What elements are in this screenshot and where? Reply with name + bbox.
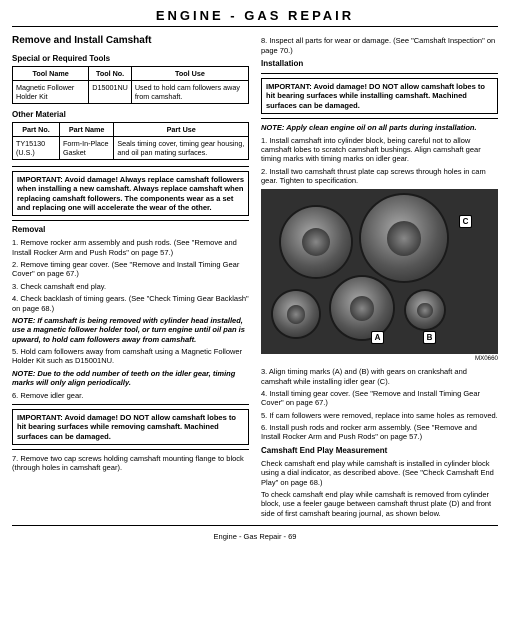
gear-icon <box>331 277 393 339</box>
endplay-heading: Camshaft End Play Measurement <box>261 446 498 456</box>
gear-icon <box>273 291 319 337</box>
step-text: 8. Inspect all parts for wear or damage.… <box>261 36 498 55</box>
step-text: 6. Remove idler gear. <box>12 391 249 400</box>
step-text: 1. Remove rocker arm assembly and push r… <box>12 238 249 257</box>
callout-label: C <box>459 215 472 228</box>
callout-label: A <box>371 331 384 344</box>
cell: TY15130 (U.S.) <box>13 136 60 159</box>
divider <box>261 73 498 74</box>
step-text: 4. Install timing gear cover. (See "Remo… <box>261 389 498 408</box>
divider <box>12 404 249 405</box>
step-text: 3. Align timing marks (A) and (B) with g… <box>261 367 498 386</box>
left-column: Remove and Install Camshaft Special or R… <box>12 33 249 521</box>
tools-table: Tool Name Tool No. Tool Use Magnetic Fol… <box>12 66 249 104</box>
col-header: Part Use <box>114 122 249 136</box>
step-text: 5. If cam followers were removed, replac… <box>261 411 498 420</box>
table-row: TY15130 (U.S.) Form-In-Place Gasket Seal… <box>13 136 249 159</box>
cell: Seals timing cover, timing gear housing,… <box>114 136 249 159</box>
divider <box>12 449 249 450</box>
col-header: Part Name <box>59 122 113 136</box>
step-text: 1. Install camshaft into cylinder block,… <box>261 136 498 164</box>
page-footer: Engine - Gas Repair - 69 <box>12 532 498 541</box>
gear-figure: C A B <box>261 189 498 354</box>
cell: Magnetic Follower Holder Kit <box>13 80 89 103</box>
table-row: Tool Name Tool No. Tool Use <box>13 66 249 80</box>
step-text: 6. Install push rods and rocker arm asse… <box>261 423 498 442</box>
cell: D15001NU <box>89 80 132 103</box>
body-text: To check camshaft end play while camshaf… <box>261 490 498 518</box>
table-row: Part No. Part Name Part Use <box>13 122 249 136</box>
table-row: Magnetic Follower Holder Kit D15001NU Us… <box>13 80 249 103</box>
important-box: IMPORTANT: Avoid damage! DO NOT allow ca… <box>12 409 249 445</box>
step-text: 5. Hold cam followers away from camshaft… <box>12 347 249 366</box>
important-box: IMPORTANT: Avoid damage! Always replace … <box>12 171 249 217</box>
note-text: NOTE: If camshaft is being removed with … <box>12 316 249 344</box>
figure-caption: MX0660 <box>261 355 498 363</box>
section-title: Remove and Install Camshaft <box>12 35 249 48</box>
step-text: 2. Install two camshaft thrust plate cap… <box>261 167 498 186</box>
col-header: Tool No. <box>89 66 132 80</box>
right-column: 8. Inspect all parts for wear or damage.… <box>261 33 498 521</box>
divider <box>12 525 498 526</box>
callout-label: B <box>423 331 436 344</box>
step-text: 7. Remove two cap screws holding camshaf… <box>12 454 249 473</box>
step-text: 3. Check camshaft end play. <box>12 282 249 291</box>
col-header: Tool Name <box>13 66 89 80</box>
gear-icon <box>406 291 444 329</box>
col-header: Tool Use <box>131 66 248 80</box>
removal-heading: Removal <box>12 225 249 235</box>
divider <box>261 118 498 119</box>
important-box: IMPORTANT: Avoid damage! DO NOT allow ca… <box>261 78 498 114</box>
col-header: Part No. <box>13 122 60 136</box>
gear-icon <box>361 195 447 281</box>
page-title: ENGINE - GAS REPAIR <box>12 8 498 27</box>
tools-heading: Special or Required Tools <box>12 54 249 64</box>
divider <box>12 220 249 221</box>
note-text: NOTE: Apply clean engine oil on all part… <box>261 123 498 132</box>
note-text: NOTE: Due to the odd number of teeth on … <box>12 369 249 388</box>
body-text: Check camshaft end play while camshaft i… <box>261 459 498 487</box>
step-text: 4. Check backlash of timing gears. (See … <box>12 294 249 313</box>
material-table: Part No. Part Name Part Use TY15130 (U.S… <box>12 122 249 160</box>
installation-heading: Installation <box>261 59 498 69</box>
cell: Form-In-Place Gasket <box>59 136 113 159</box>
material-heading: Other Material <box>12 110 249 120</box>
two-column-layout: Remove and Install Camshaft Special or R… <box>12 33 498 521</box>
cell: Used to hold cam followers away from cam… <box>131 80 248 103</box>
step-text: 2. Remove timing gear cover. (See "Remov… <box>12 260 249 279</box>
gear-icon <box>281 207 351 277</box>
divider <box>12 166 249 167</box>
